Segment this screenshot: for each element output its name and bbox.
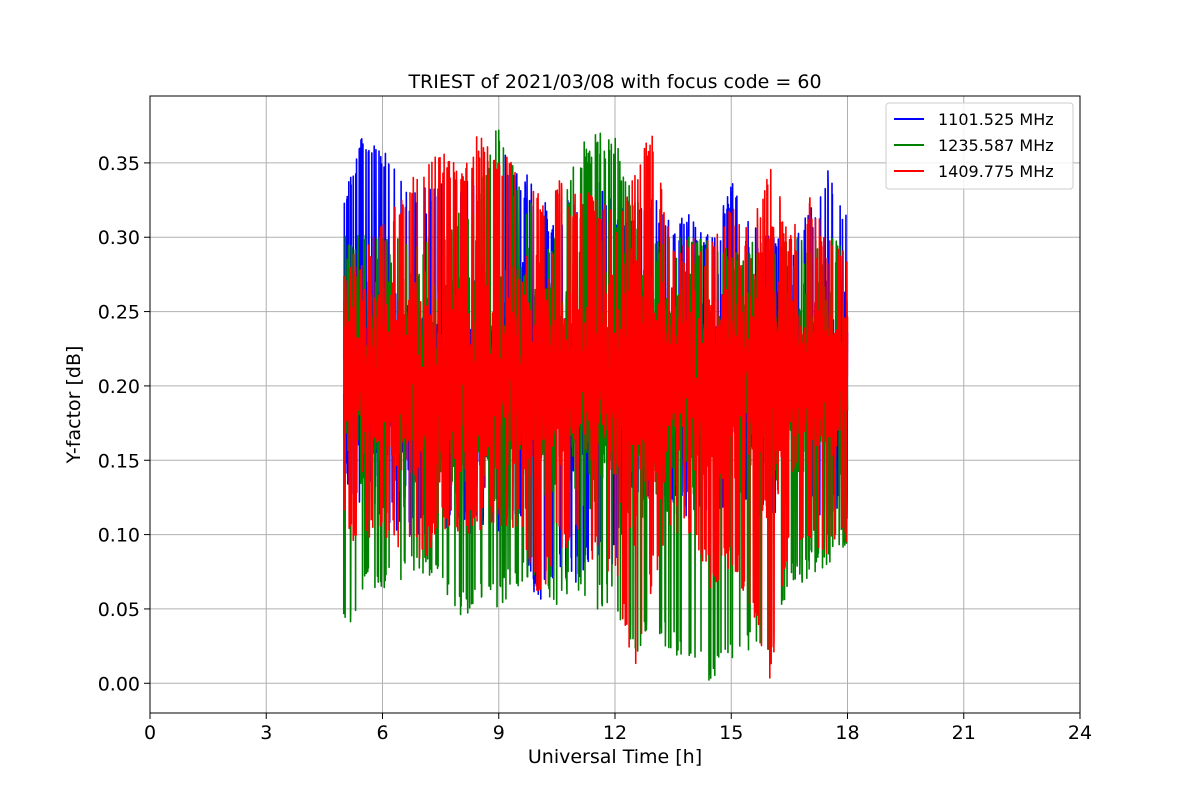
y-axis: 0.00 0.05 0.10 0.15 0.20 0.25 0.30 0.35 <box>98 153 150 695</box>
legend: 1101.525 MHz 1235.587 MHz 1409.775 MHz <box>885 102 1074 190</box>
x-tick-label-5: 15 <box>719 722 743 744</box>
x-axis: 0 3 6 9 12 15 18 21 24 <box>144 713 1092 744</box>
x-axis-label: Universal Time [h] <box>528 746 702 768</box>
legend-label-2: 1409.775 MHz <box>938 162 1054 181</box>
y-tick-label-4: 0.20 <box>98 376 140 398</box>
x-tick-label-7: 21 <box>952 722 976 744</box>
x-tick-label-2: 6 <box>376 722 388 744</box>
x-tick-label-4: 12 <box>603 722 627 744</box>
x-tick-label-3: 9 <box>493 722 505 744</box>
y-tick-label-6: 0.30 <box>98 227 140 249</box>
y-axis-label: Y-factor [dB] <box>63 346 85 465</box>
y-tick-label-0: 0.00 <box>98 673 140 695</box>
x-tick-label-1: 3 <box>260 722 272 744</box>
legend-label-0: 1101.525 MHz <box>938 110 1054 129</box>
series-line-2 <box>342 135 849 679</box>
x-tick-label-6: 18 <box>835 722 859 744</box>
legend-label-1: 1235.587 MHz <box>938 136 1054 155</box>
y-tick-label-5: 0.25 <box>98 302 140 324</box>
y-tick-label-2: 0.10 <box>98 525 140 547</box>
x-tick-label-0: 0 <box>144 722 156 744</box>
y-tick-label-1: 0.05 <box>98 599 140 621</box>
y-tick-label-3: 0.15 <box>98 450 140 472</box>
plot-area <box>342 129 849 681</box>
x-tick-label-8: 24 <box>1068 722 1092 744</box>
y-tick-label-7: 0.35 <box>98 153 140 175</box>
chart-title: TRIEST of 2021/03/08 with focus code = 6… <box>407 71 821 93</box>
legend-box <box>885 102 1074 190</box>
